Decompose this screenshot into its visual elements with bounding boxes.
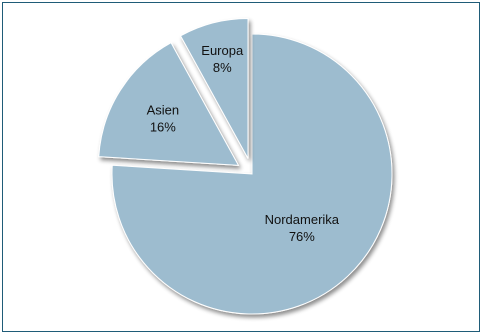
pie-slices: [98, 18, 393, 315]
slice-value-nordamerika: 76%: [289, 229, 315, 244]
pie-labels: Nordamerika 76% Asien 16% Europa 8%: [147, 43, 340, 244]
slice-value-europa: 8%: [213, 60, 232, 75]
pie-slice-asien: [98, 42, 240, 166]
slice-label-nordamerika: Nordamerika: [265, 212, 340, 227]
slice-value-asien: 16%: [150, 119, 176, 134]
pie-slice-nordamerika: [111, 33, 393, 315]
slice-label-asien: Asien: [147, 102, 180, 117]
slice-label-europa: Europa: [201, 43, 244, 58]
pie-slice-europa: [179, 18, 249, 159]
